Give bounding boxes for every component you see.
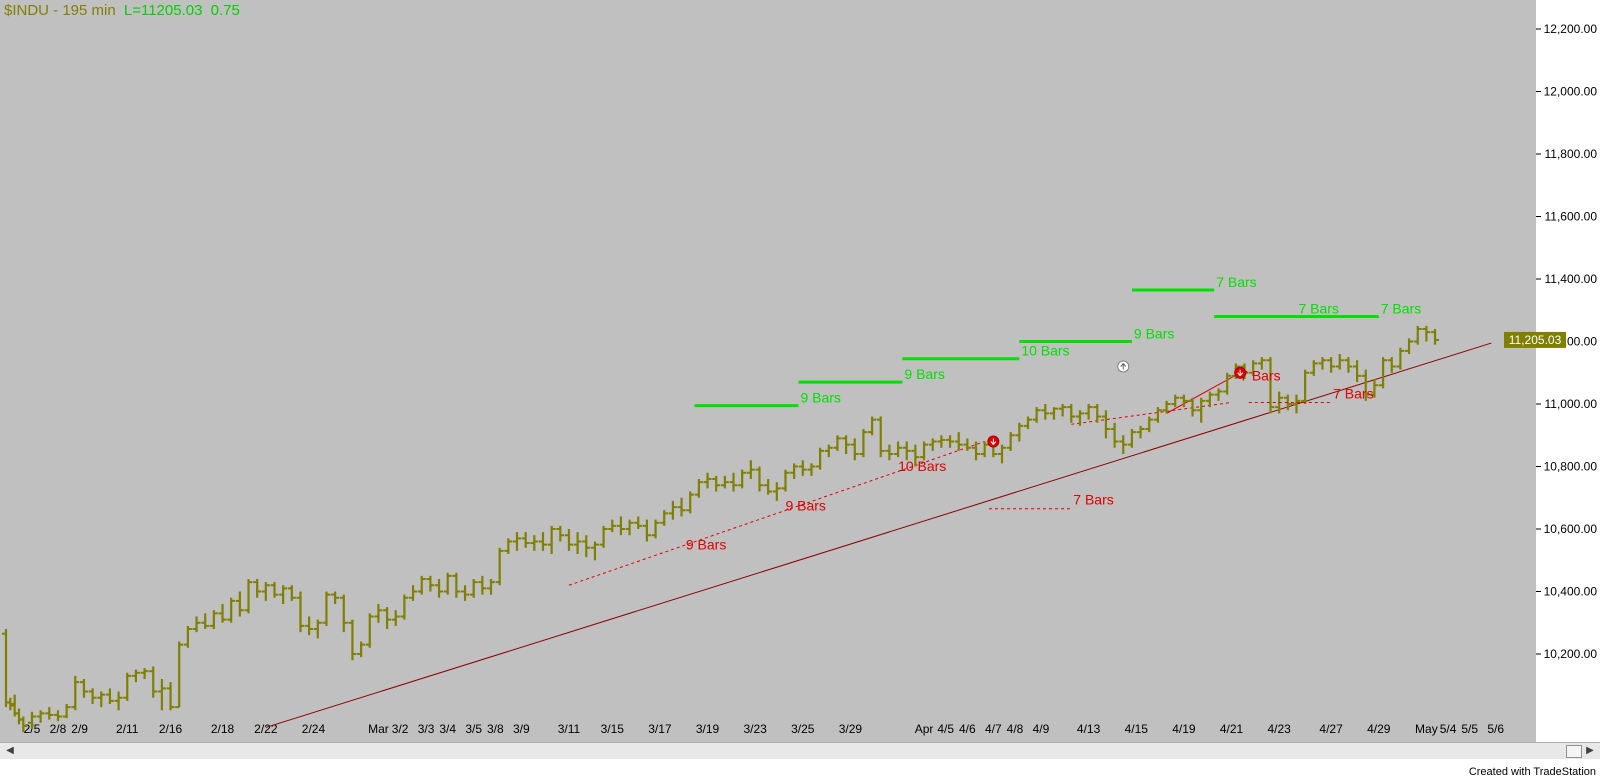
- net-change-label: 0.75: [210, 2, 240, 19]
- x-tick-label: 4/15: [1125, 722, 1149, 736]
- last-price-marker-label: 11,205.03: [1509, 333, 1562, 347]
- price-chart[interactable]: 10,200.00 10,400.00 10,600.00 10,800.00 11,0…: [0, 0, 1600, 756]
- x-tick-label: 4/29: [1367, 722, 1391, 736]
- x-tick-label: 3/5: [465, 722, 482, 736]
- x-tick-label: 5/4: [1440, 722, 1457, 736]
- trend-line: [265, 342, 1492, 728]
- horizontal-scrollbar[interactable]: ◀ ▶: [0, 742, 1600, 759]
- projection-label: 7 Bars: [1333, 385, 1373, 401]
- y-tick-label: 11,600.00: [1545, 210, 1598, 224]
- trend-label: 9 Bars: [785, 497, 825, 513]
- x-tick-label: 4/27: [1319, 722, 1343, 736]
- x-tick-label: 2/18: [211, 722, 235, 736]
- y-tick-label: 10,200.00: [1544, 647, 1598, 661]
- signal-arrow-icon: [1237, 369, 1244, 377]
- projection-label: 7 Bars: [1381, 301, 1421, 317]
- x-tick-label: 4/5: [937, 722, 954, 736]
- y-tick-label: 12,000.00: [1544, 85, 1598, 99]
- projection-label: 7 Bars: [1073, 492, 1113, 508]
- x-tick-label: 3/23: [743, 722, 767, 736]
- projection-label: 7 Bars: [1298, 301, 1338, 317]
- projection-label: 9 Bars: [904, 366, 944, 382]
- x-tick-label: 4/21: [1220, 722, 1244, 736]
- y-tick-label: 10,400.00: [1544, 585, 1598, 599]
- projection-label: 7 Bars: [1216, 274, 1256, 290]
- projection-label: 10 Bars: [1021, 343, 1069, 359]
- signal-arrow-icon: [990, 438, 997, 445]
- symbol-label: $INDU - 195 min: [4, 2, 116, 19]
- trend-line: [1166, 372, 1241, 414]
- trend-label: 7 Bars: [1240, 368, 1280, 384]
- x-tick-label: 5/6: [1487, 722, 1504, 736]
- last-price-label: L=11205.03: [123, 2, 203, 19]
- x-tick-label: 4/6: [959, 722, 976, 736]
- x-tick-label: May: [1415, 722, 1438, 736]
- x-tick-label: Apr: [915, 722, 934, 736]
- signal-arrow-icon: [1120, 363, 1127, 370]
- trend-line: [1071, 401, 1232, 425]
- x-tick-label: 4/13: [1077, 722, 1101, 736]
- x-tick-label: 3/11: [558, 722, 581, 736]
- projection-label: 9 Bars: [800, 390, 840, 406]
- projection-label: 9 Bars: [1134, 326, 1174, 342]
- symbol-header: $INDU - 195 min L=11205.03 0.75: [4, 2, 244, 19]
- x-tick-label: 3/3: [418, 722, 435, 736]
- x-tick-label: 4/19: [1172, 722, 1196, 736]
- x-tick-label: Mar: [368, 722, 389, 736]
- x-tick-label: 2/8: [50, 722, 67, 736]
- x-tick-label: 2/22: [254, 722, 278, 736]
- y-tick-label: 11,400.00: [1545, 272, 1598, 286]
- y-tick-label: 11,800.00: [1545, 147, 1598, 161]
- x-tick-label: 3/19: [696, 722, 720, 736]
- y-tick-label: 10,600.00: [1544, 522, 1598, 536]
- y-tick-label: 11,000.00: [1545, 397, 1598, 411]
- x-tick-label: 3/29: [839, 722, 863, 736]
- x-tick-label: 2/16: [159, 722, 183, 736]
- trend-label: 10 Bars: [898, 458, 946, 474]
- plot-area[interactable]: [0, 0, 1536, 756]
- footer-credit: Created with TradeStation: [1468, 766, 1596, 778]
- x-tick-label: 4/8: [1007, 722, 1024, 736]
- x-tick-label: 2/9: [71, 722, 88, 736]
- scroll-right-arrow-icon[interactable]: ▶: [1586, 745, 1594, 756]
- x-tick-label: 3/4: [439, 722, 456, 736]
- last-price-marker: [1504, 331, 1566, 348]
- x-tick-label: 2/24: [302, 722, 326, 736]
- scroll-left-arrow-icon[interactable]: ◀: [6, 745, 14, 756]
- x-tick-label: 4/7: [985, 722, 1002, 736]
- x-tick-label: 3/15: [601, 722, 625, 736]
- x-tick-label: 3/8: [487, 722, 504, 736]
- trend-label: 9 Bars: [686, 536, 726, 552]
- y-tick-label: 10,800.00: [1544, 460, 1598, 474]
- x-tick-label: 3/2: [392, 722, 409, 736]
- x-tick-label: 3/17: [648, 722, 672, 736]
- x-tick-label: 4/23: [1267, 722, 1291, 736]
- y-tick-label: 12,200.00: [1544, 22, 1598, 36]
- x-tick-label: 3/9: [513, 722, 530, 736]
- x-tick-label: 5/5: [1461, 722, 1478, 736]
- x-tick-label: 2/11: [116, 722, 139, 736]
- scroll-thumb[interactable]: [1566, 745, 1582, 758]
- x-tick-label: 4/9: [1033, 722, 1050, 736]
- price-axis-panel[interactable]: [1536, 0, 1600, 756]
- x-tick-label: 3/25: [791, 722, 815, 736]
